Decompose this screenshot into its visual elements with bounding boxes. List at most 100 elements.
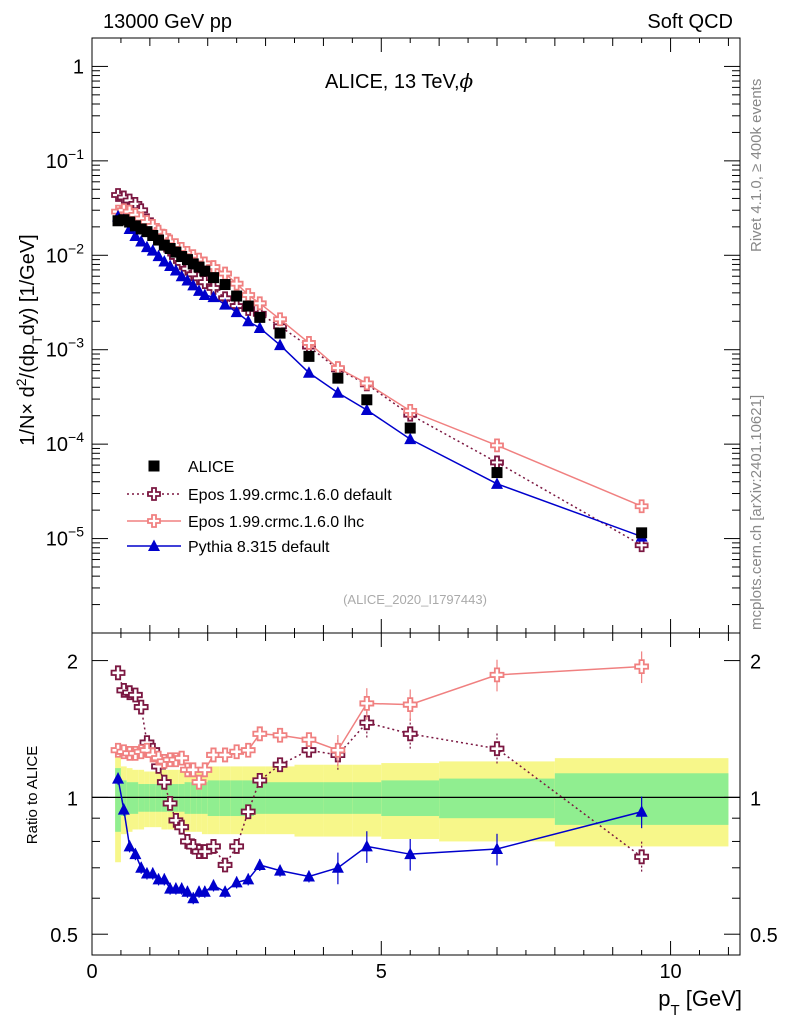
data-point <box>174 819 190 835</box>
stat-uncertainty-band <box>219 780 231 817</box>
ratio-tick-label-right: 0.5 <box>750 925 778 947</box>
data-point <box>229 744 245 760</box>
x-axis-label: pT [GeV] <box>658 986 742 1019</box>
data-point <box>110 665 126 681</box>
data-point <box>231 290 243 302</box>
data-point <box>199 265 211 277</box>
data-point <box>208 272 219 284</box>
ratio-tick-label-right: 1 <box>750 788 761 810</box>
x-tick-label: 5 <box>376 961 387 983</box>
data-point <box>273 312 287 327</box>
data-point <box>145 747 161 763</box>
data-point <box>302 336 316 350</box>
data-point <box>187 891 200 904</box>
y-axis-label: 1/N× d2/(dpTdy) [1/GeV] <box>13 234 45 445</box>
data-point <box>181 885 194 897</box>
data-point <box>187 258 199 270</box>
data-point <box>252 772 268 788</box>
data-point <box>301 732 317 748</box>
data-point <box>206 839 221 854</box>
stat-uncertainty-band <box>126 782 133 814</box>
stat-uncertainty-band <box>242 780 254 817</box>
ratio-tick-label-right: 2 <box>750 652 761 674</box>
data-point <box>636 527 648 539</box>
data-point <box>230 875 243 888</box>
data-point <box>147 514 161 528</box>
data-point <box>229 276 244 291</box>
stat-uncertainty-band <box>115 768 121 832</box>
data-point <box>404 422 416 434</box>
data-point <box>156 774 172 790</box>
data-point <box>272 757 288 773</box>
data-point <box>193 261 205 273</box>
series-line <box>117 194 643 546</box>
x-tick-label: 10 <box>659 961 681 983</box>
data-point <box>404 847 417 860</box>
legend: ALICE Epos 1.99.crmc.1.6.0 default Epos 1.… <box>127 459 392 556</box>
data-point <box>242 314 255 327</box>
data-point <box>332 372 344 384</box>
data-point <box>174 750 190 766</box>
data-point <box>253 858 266 870</box>
data-point <box>403 403 418 418</box>
data-point <box>274 338 287 351</box>
data-point <box>127 687 143 703</box>
data-point <box>491 842 503 854</box>
data-point <box>491 477 503 489</box>
data-point <box>331 861 344 873</box>
data-point <box>198 885 211 897</box>
data-point <box>240 804 256 820</box>
data-point <box>402 697 418 713</box>
analysis-id: (ALICE_2020_I1797443) <box>343 592 487 607</box>
data-point <box>141 226 153 238</box>
chart-title: ALICE, 13 TeV,ϕ <box>325 69 474 93</box>
stat-uncertainty-band <box>184 782 191 814</box>
data-point <box>634 499 649 514</box>
stat-uncertainty-band <box>323 782 353 814</box>
data-point <box>217 747 233 763</box>
data-point <box>274 327 286 339</box>
ratio-tick-label: 1 <box>67 788 78 810</box>
stat-uncertainty-band <box>265 782 295 814</box>
stat-uncertainty-band <box>120 780 127 817</box>
data-point <box>146 244 159 256</box>
data-point <box>230 305 243 318</box>
y-tick-label: 10−1 <box>46 146 84 173</box>
data-point <box>219 298 232 310</box>
data-point <box>635 805 648 817</box>
data-point <box>185 762 201 778</box>
data-point <box>240 742 256 758</box>
data-point <box>191 774 207 790</box>
data-point <box>135 861 148 873</box>
data-point <box>206 281 221 295</box>
data-point <box>331 386 344 398</box>
series-3 <box>112 209 648 905</box>
data-point <box>219 279 231 291</box>
stat-uncertainty-band <box>207 780 220 817</box>
data-point <box>147 229 159 241</box>
y-tick-label: 10−2 <box>46 240 84 267</box>
data-point <box>402 726 418 742</box>
data-point <box>124 216 136 228</box>
data-point <box>117 803 130 815</box>
data-point <box>219 885 232 897</box>
data-point <box>253 321 266 333</box>
data-point <box>491 467 503 479</box>
data-point <box>272 727 288 743</box>
uncertainty-band-group <box>92 748 740 863</box>
data-point <box>129 229 142 242</box>
data-point <box>404 432 417 445</box>
data-point <box>112 772 125 784</box>
legend-label: Pythia 8.315 default <box>188 539 330 556</box>
legend-label: Epos 1.99.crmc.1.6.0 lhc <box>188 514 364 531</box>
data-point <box>153 234 165 246</box>
data-point <box>330 742 346 758</box>
data-point <box>359 715 375 731</box>
legend-entry: ALICE <box>148 459 234 476</box>
ratio-panel-frame <box>91 632 741 956</box>
header-right: Soft QCD <box>647 11 733 33</box>
data-point <box>123 839 136 852</box>
data-point <box>359 695 375 711</box>
data-point <box>242 300 254 312</box>
data-point <box>489 667 505 683</box>
